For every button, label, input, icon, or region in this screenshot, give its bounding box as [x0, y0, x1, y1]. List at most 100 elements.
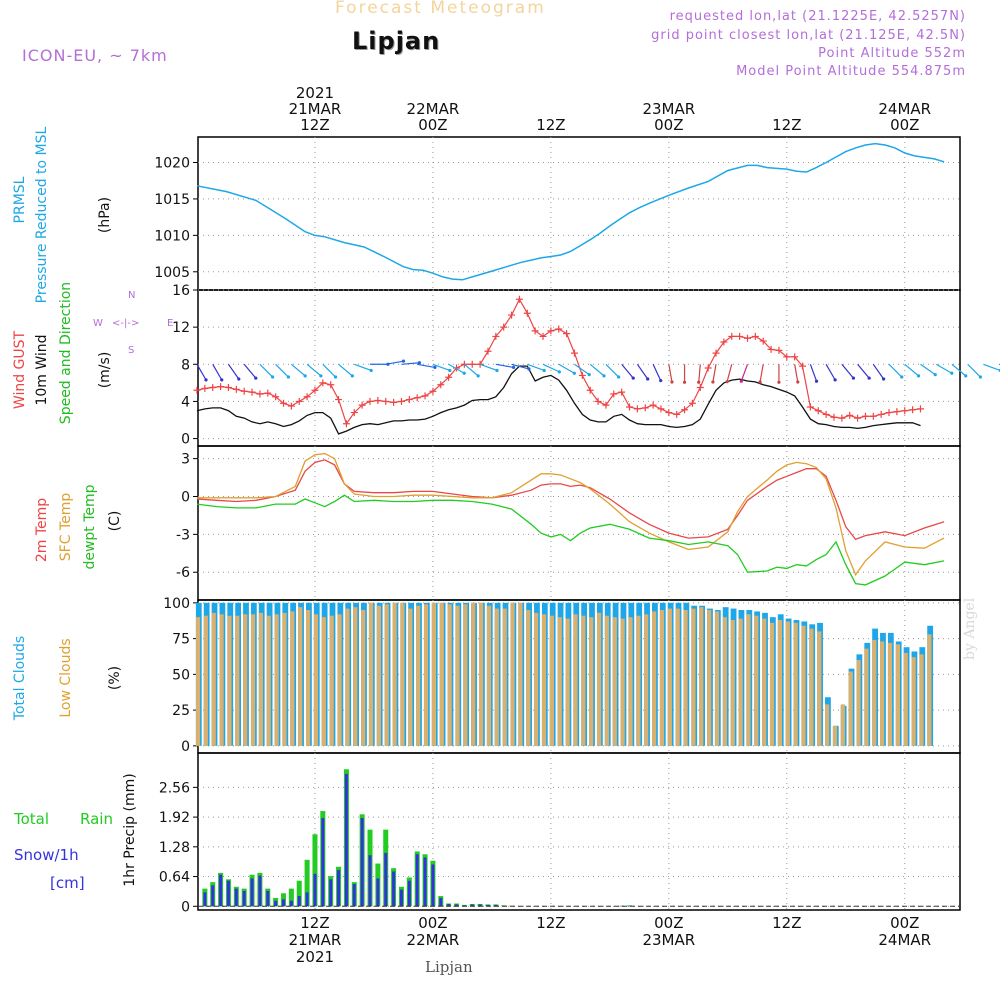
gust-point	[641, 404, 649, 412]
wind-direction-arrow	[935, 363, 953, 374]
low-clouds-bar	[573, 614, 578, 746]
gust-point	[272, 393, 280, 401]
ytick-label: 0.64	[159, 870, 190, 886]
low-clouds-bar	[305, 610, 311, 746]
gust-point	[736, 332, 744, 340]
low-clouds-bar	[769, 622, 775, 746]
snow-bar	[486, 904, 490, 907]
snow-bar	[297, 896, 301, 907]
low-clouds-bar	[730, 620, 735, 746]
ytick-label: -6	[176, 565, 190, 581]
low-clouds-bar	[762, 618, 767, 746]
gust-point	[421, 392, 429, 400]
low-clouds-bar	[628, 617, 633, 746]
gust-point	[720, 338, 728, 346]
gust-point	[688, 399, 696, 407]
low-clouds-bar	[659, 610, 665, 746]
top-time-label: 21MAR	[289, 100, 342, 118]
wind-arrow-head	[369, 368, 373, 373]
gust-point	[437, 381, 445, 389]
panel-frame-3	[197, 445, 961, 601]
wind-arrow-head	[916, 374, 921, 378]
low-clouds-bar	[825, 704, 830, 746]
wind-direction-arrow	[432, 363, 451, 372]
low-clouds-bar	[785, 621, 790, 746]
gust-point	[916, 405, 924, 413]
rain-bar	[288, 888, 294, 907]
ytick-label: 12	[172, 320, 190, 336]
low-clouds-bar	[856, 660, 861, 746]
wind-direction-arrow	[479, 363, 498, 372]
ytick-label: -3	[176, 527, 190, 543]
low-clouds-bar	[258, 612, 264, 746]
gust-point	[838, 414, 846, 422]
low-clouds-bar	[250, 614, 256, 746]
bottom-time-label: 12Z	[536, 914, 565, 932]
wind-direction-arrow	[809, 364, 818, 382]
gust-point	[751, 332, 759, 340]
low-clouds-bar	[384, 604, 389, 746]
snow-bar	[234, 888, 238, 907]
wind-direction-arrow	[354, 363, 372, 372]
compass-s: S	[128, 345, 135, 356]
wind-direction-arrow	[668, 364, 673, 383]
wind-arrow-head	[572, 371, 576, 375]
low-clouds-bar	[644, 614, 649, 746]
wind-arrow-head	[204, 378, 208, 382]
snow-bar	[494, 904, 498, 907]
snow-bar	[250, 878, 254, 907]
wind-arrow-head	[462, 371, 466, 375]
ytick-label: 4	[181, 394, 190, 410]
low-clouds-bar	[502, 608, 507, 746]
top-time-label: 12Z	[772, 116, 801, 134]
gust-point	[885, 409, 893, 417]
wind-direction-arrow	[558, 363, 575, 374]
wind-direction-arrow	[259, 363, 274, 378]
wind-direction-arrow	[542, 363, 560, 373]
gust-point	[335, 396, 343, 404]
ytick-label: 0	[181, 489, 190, 505]
low-clouds-bar	[596, 612, 602, 746]
snow-bar	[470, 904, 474, 907]
wind-arrow-head	[933, 373, 937, 377]
gust-point	[618, 388, 626, 396]
gust-point	[303, 393, 311, 401]
low-clouds-bar	[589, 617, 594, 746]
compass-e: E	[167, 318, 174, 329]
snow-bar	[392, 871, 396, 907]
wind-direction-arrow	[698, 364, 701, 383]
low-clouds-bar	[203, 615, 208, 746]
model-altitude: Model Point Altitude 554.875m	[736, 64, 966, 79]
temp-series-line-3	[196, 494, 945, 586]
rain-bar	[296, 880, 302, 907]
low-clouds-bar	[494, 608, 499, 746]
wind-direction-arrow	[951, 363, 967, 377]
gust-point	[704, 364, 712, 372]
wind-direction-arrow	[275, 363, 289, 378]
top-time-label: 00Z	[890, 116, 919, 134]
gust-point	[854, 414, 862, 422]
wind-direction-arrow	[872, 363, 885, 380]
low-clouds-bar	[777, 620, 783, 746]
wind-arrow-head	[814, 379, 819, 383]
gust-point	[806, 403, 814, 411]
gust-point	[209, 384, 217, 391]
gust-point	[358, 401, 366, 409]
wind-arrow-head	[867, 376, 871, 380]
gust-point	[555, 325, 563, 333]
snow-bar	[289, 900, 293, 907]
gust-point	[492, 332, 500, 340]
top-time-label: 00Z	[654, 116, 683, 134]
low-clouds-bar	[219, 614, 224, 746]
low-clouds-bar	[361, 610, 366, 746]
wind-arrow-head	[833, 378, 837, 382]
low-clouds-bar	[620, 618, 625, 746]
wind-direction-arrow	[417, 363, 436, 369]
wind-direction-arrow	[726, 364, 733, 382]
gust-point	[767, 345, 775, 353]
wind-arrow-head	[511, 365, 516, 370]
low-clouds-bar	[510, 602, 515, 746]
snow-bar	[384, 852, 388, 907]
wind-arrow-head	[237, 377, 241, 381]
wind-arrow-head	[950, 371, 954, 375]
